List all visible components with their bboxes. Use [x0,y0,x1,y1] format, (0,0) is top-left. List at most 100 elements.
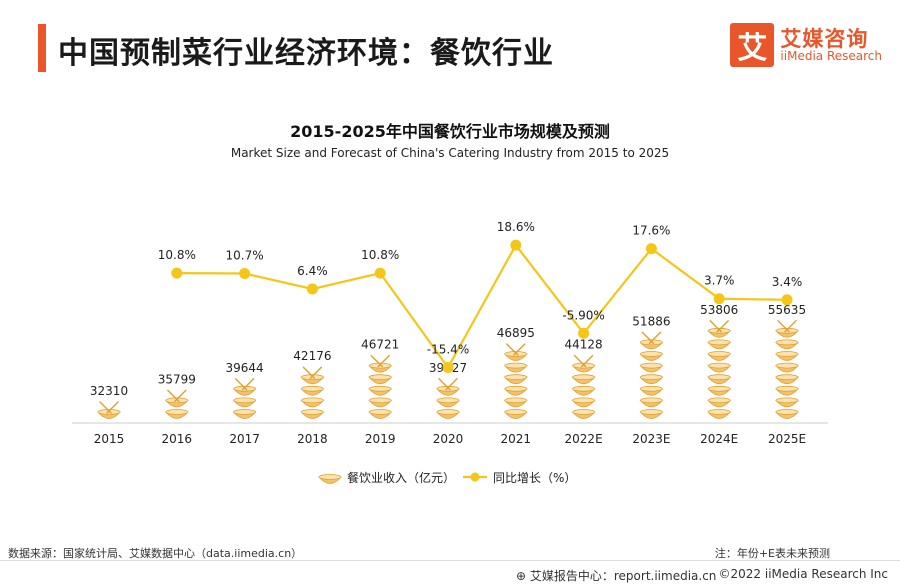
report-center-link[interactable]: ⊕ 艾媒报告中心：report.iimedia.cn [516,567,716,584]
page-title: 中国预制菜行业经济环境：餐饮行业 [58,36,554,71]
legend-line-dot [470,472,480,482]
bar-2017-bowl-2 [232,397,257,408]
bar-2019-chopsticks-right [377,354,390,368]
bar-2017-bowl-3 [232,385,257,396]
growth-label-2024E: 3.7% [704,274,735,288]
growth-point-2017 [239,268,251,280]
bar-2018-bowl-2 [300,397,325,408]
chart-title: 2015-2025年中国餐饮行业市场规模及预测 [290,122,610,141]
bar-2024E-bowl-4 [707,374,732,385]
bar-value-label-2022E: 44128 [565,338,603,352]
bar-2020-bowl-2 [436,397,460,408]
bar-2018-chopsticks-right [309,366,323,379]
brand-logo[interactable]: 艾 艾媒咨询 iiMedia Research [730,22,882,68]
bar-2025E-chopsticks-right [784,320,797,333]
x-tick-label-2023E: 2023E [632,432,670,446]
bar-2022E-chopsticks-right [580,354,594,368]
bar-2017-chopsticks-right [241,378,255,391]
x-tick-label-2020: 2020 [433,432,464,446]
growth-label-2025E: 3.4% [772,275,803,289]
legend-label-growth: 同比增长（%） [493,471,576,485]
report-center-text: 艾媒报告中心：report.iimedia.cn [529,569,717,583]
bar-2023E-bowl-4 [639,374,664,385]
bar-2025E-bowl-3 [775,385,799,396]
growth-point-2020 [442,361,454,373]
bar-2021-bowl-4 [503,374,528,385]
bar-2016-bowl-1 [164,409,189,419]
bar-2025E-bowl-7 [775,339,799,350]
brand-name-cn: 艾媒咨询 [780,26,869,51]
data-source: 数据来源：国家统计局、艾媒数据中心（data.iimedia.cn） [8,547,303,560]
x-tick-label-2018: 2018 [297,432,328,446]
bar-2023E-bowl-2 [639,397,664,408]
bar-2016-bowl-2 [164,397,189,408]
copyright: ©2022 iiMedia Research Inc [718,567,888,581]
growth-point-2024E [713,293,725,305]
bar-value-label-2016: 35799 [158,372,196,386]
legend-label-revenue: 餐饮业收入（亿元） [347,470,455,485]
brand-logo-icon: 艾 [730,23,775,67]
bar-2024E-bowl-8 [707,327,732,338]
bar-2019-bowl-1 [368,409,393,419]
bar-value-label-2024E: 53806 [700,303,738,317]
bar-2017-bowl-1 [232,409,257,419]
chart-canvas: 32310 2015 35799 2016 39644 2017 42176 2018 4672… [72,220,828,485]
bar-2021-bowl-2 [503,397,528,408]
x-tick-label-2021: 2021 [501,432,532,446]
growth-label-2019: 10.8% [361,248,399,262]
bar-2019-bowl-2 [368,397,393,408]
growth-point-2022E [578,327,590,339]
bar-2022E-bowl-3 [571,385,596,396]
globe-icon: ⊕ [516,569,530,583]
footer-divider [0,560,900,561]
growth-label-2022E: -5.90% [562,308,604,322]
bar-2025E-bowl-1 [775,409,799,419]
bar-2021-bowl-3 [503,385,528,396]
bar-2023E-bowl-3 [639,385,664,396]
bar-2024E-bowl-7 [707,339,732,350]
growth-point-2018 [306,283,318,295]
bar-2015-chopsticks-right [106,401,119,414]
growth-label-2016: 10.8% [158,248,196,262]
bar-2018-bowl-4 [300,374,325,385]
bar-2020-chopsticks-right [445,378,458,391]
bar-2025E-bowl-8 [775,327,799,338]
brand-text: 艾媒咨询 iiMedia Research [780,28,882,63]
forecast-note: 注：年份+E表未来预测 [714,547,830,560]
bar-2020-bowl-3 [436,385,460,396]
bar-value-label-2015: 32310 [90,384,128,398]
growth-label-2021: 18.6% [497,220,535,234]
growth-label-2017: 10.7% [226,249,264,263]
bar-value-label-2018: 42176 [293,349,331,363]
bar-2022E-bowl-2 [571,397,596,408]
bar-value-label-2021: 46895 [497,326,535,340]
bar-2023E-bowl-1 [639,409,664,419]
bar-2018-bowl-1 [300,409,325,419]
growth-point-2019 [374,267,386,279]
x-tick-label-2015: 2015 [94,432,125,446]
bar-2019-bowl-5 [368,362,393,373]
bar-2025E-bowl-4 [775,374,799,385]
x-tick-label-2019: 2019 [365,432,396,446]
bar-2024E-chopsticks-right [716,320,729,333]
bar-2024E-bowl-1 [707,409,732,419]
bar-2022E-bowl-1 [571,409,596,419]
bar-2021-chopsticks-right [513,343,526,356]
chart-subtitle: Market Size and Forecast of China's Cate… [230,146,670,160]
bar-2022E-bowl-4 [571,374,596,385]
growth-label-2018: 6.4% [297,264,328,278]
bar-2015-bowl-1 [97,409,121,419]
bar-2023E-chopsticks-right [648,331,662,345]
growth-point-2025E [781,294,793,306]
title-accent-bar [38,24,46,72]
bar-2021-bowl-6 [503,351,528,361]
bar-2024E-bowl-5 [707,362,732,373]
brand-name-en: iiMedia Research [780,48,882,63]
bar-2016-chopsticks-right [174,389,187,403]
bar-2025E-bowl-2 [775,397,799,408]
x-tick-label-2024E: 2024E [700,432,738,446]
bar-2023E-bowl-7 [639,339,664,350]
bar-value-label-2019: 46721 [361,338,399,352]
bar-2021-bowl-1 [503,409,528,419]
bar-value-label-2017: 39644 [226,361,264,375]
